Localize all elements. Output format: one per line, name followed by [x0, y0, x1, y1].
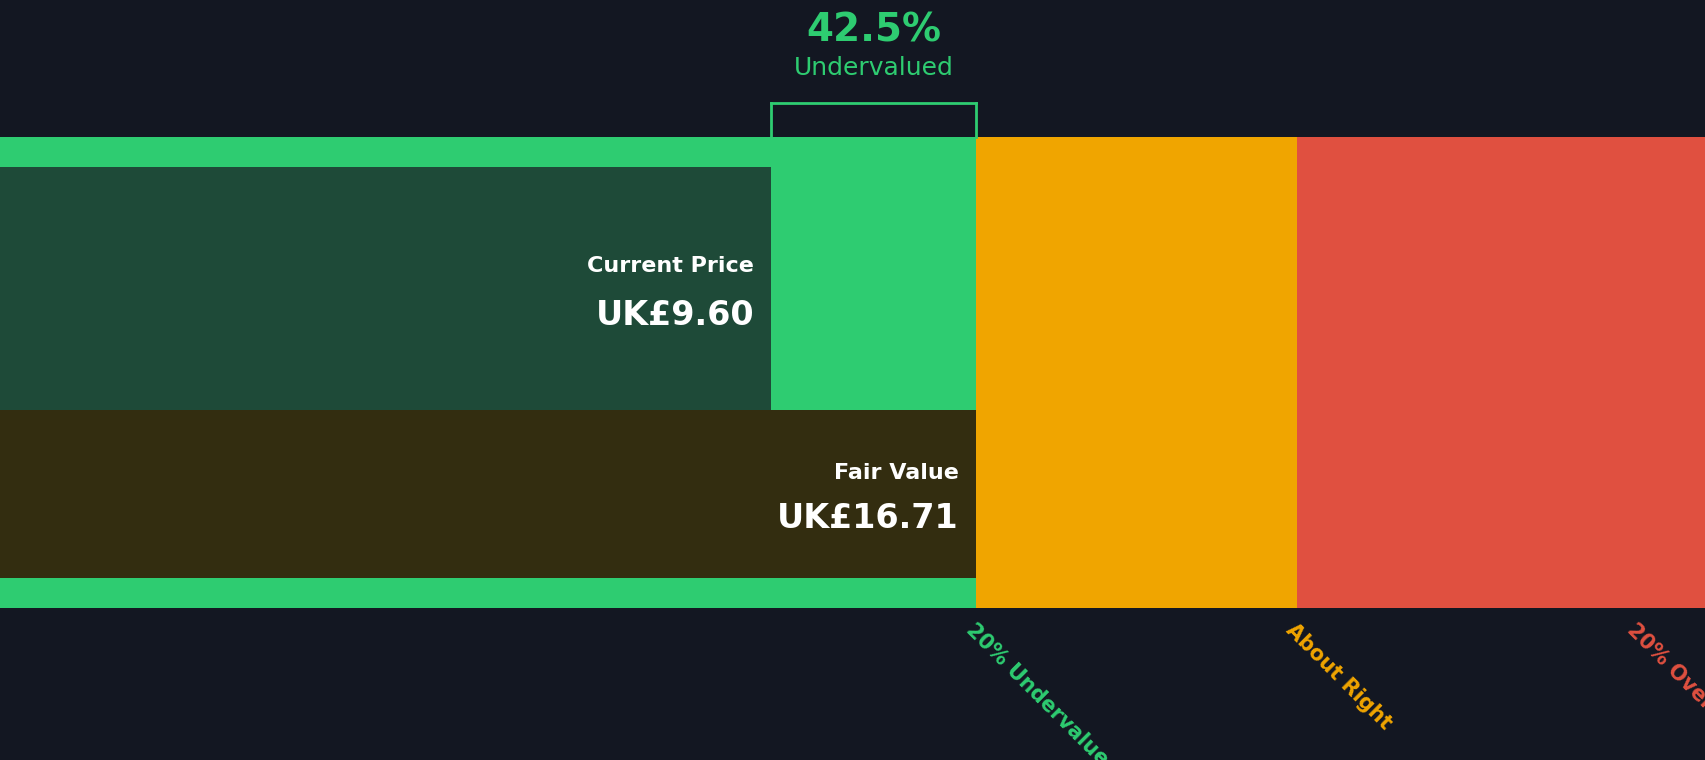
- Text: About Right: About Right: [1282, 619, 1395, 733]
- Bar: [0, 410, 975, 578]
- Text: 20% Undervalued: 20% Undervalued: [962, 619, 1122, 760]
- Bar: [0, 137, 975, 608]
- Text: Fair Value: Fair Value: [834, 463, 958, 483]
- Text: 20% Overvalued: 20% Overvalued: [1623, 619, 1705, 760]
- Text: Undervalued: Undervalued: [793, 56, 953, 81]
- Bar: [0, 167, 771, 410]
- Bar: [1296, 137, 1705, 608]
- Text: 42.5%: 42.5%: [805, 11, 941, 49]
- Text: UK£9.60: UK£9.60: [595, 299, 754, 332]
- Bar: [975, 137, 1296, 608]
- Text: UK£16.71: UK£16.71: [777, 502, 958, 535]
- Text: Current Price: Current Price: [587, 256, 754, 276]
